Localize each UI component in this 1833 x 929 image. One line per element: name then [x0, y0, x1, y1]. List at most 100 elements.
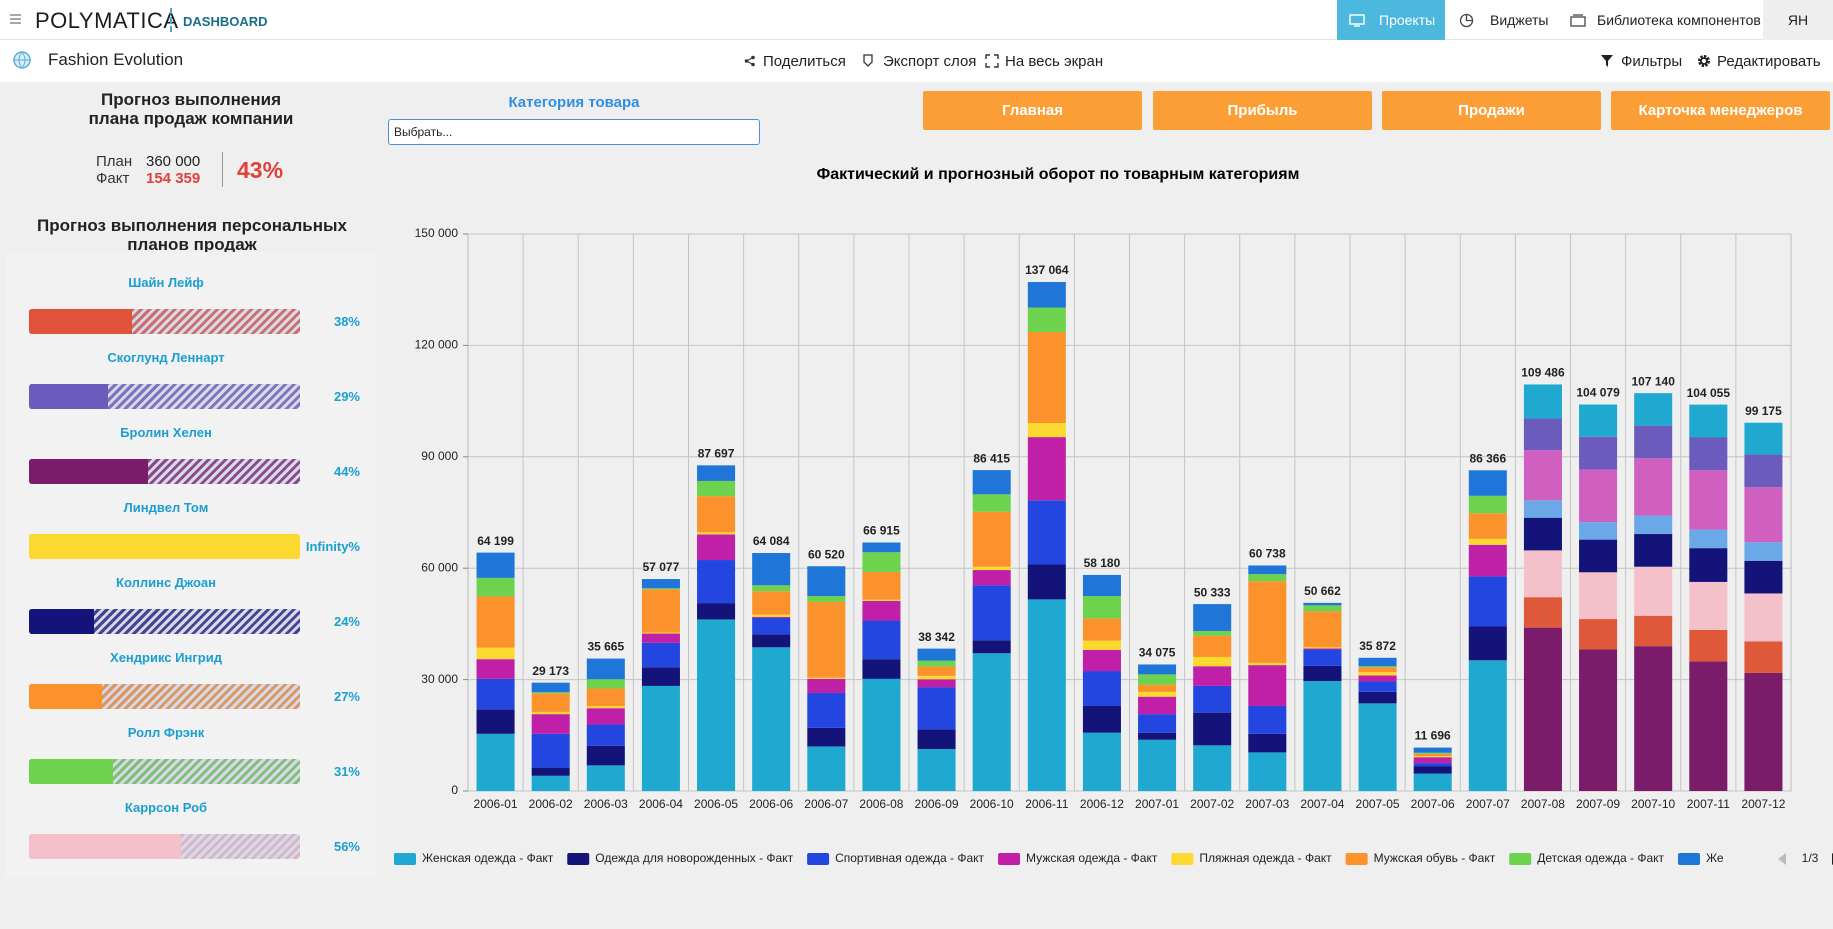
bar-segment	[1193, 712, 1232, 746]
tab[interactable]: Карточка менеджеров	[1611, 91, 1830, 130]
manager-percent: 56%	[333, 839, 360, 854]
progress-fill	[29, 609, 95, 634]
bar-segment	[1468, 538, 1507, 545]
bar-segment	[476, 647, 515, 660]
action[interactable]: Поделиться	[763, 53, 846, 70]
bar-segment	[697, 560, 736, 604]
managers-panel: Шайн Лейф 38% Скоглунд Леннарт 29% Бролин Хе…	[6, 252, 376, 878]
bar-segment	[1082, 649, 1121, 672]
progress-track	[29, 834, 300, 859]
x-tick-label: 2007-11	[1687, 797, 1730, 811]
filter-label: Категория товара	[508, 94, 640, 111]
nav-item[interactable]: Библиотека компонентов	[1597, 12, 1761, 28]
manager-percent: 31%	[333, 764, 360, 779]
action[interactable]: Экспорт слоя	[883, 53, 977, 70]
x-tick-label: 2007-09	[1576, 797, 1620, 811]
bar-segment	[1744, 542, 1783, 561]
divider	[170, 8, 172, 32]
bar-segment	[972, 640, 1011, 654]
nav-item[interactable]: Виджеты	[1490, 12, 1549, 28]
bar-segment	[1358, 672, 1397, 676]
tab[interactable]: Продажи	[1382, 91, 1601, 130]
bar-segment	[1523, 500, 1562, 518]
bar-segment	[1579, 522, 1618, 540]
bar-segment	[1138, 684, 1177, 692]
legend-label: Пляжная одежда - Факт	[1199, 851, 1332, 865]
chart-title: Фактический и прогнозный оборот по товар…	[817, 166, 1300, 183]
tool[interactable]: Редактировать	[1717, 53, 1821, 70]
action[interactable]: На весь экран	[1005, 53, 1104, 70]
y-tick-label: 60 000	[421, 560, 458, 574]
progress-track	[29, 459, 300, 484]
bar-segment	[1634, 425, 1673, 459]
bar-segment	[1082, 574, 1121, 597]
bar-segment	[807, 692, 846, 728]
x-tick-label: 2007-03	[1245, 797, 1289, 811]
filter-input[interactable]: Выбрать...	[388, 119, 760, 145]
x-tick-label: 2006-09	[915, 797, 959, 811]
bar-segment	[697, 532, 736, 535]
bar-segment	[1193, 656, 1232, 667]
bar-segment	[1579, 619, 1618, 650]
x-tick-label: 2006-03	[584, 797, 628, 811]
bar-segment	[1468, 576, 1507, 627]
bar-segment	[531, 682, 570, 693]
top-bar: POLYMATICA DASHBOARD Проекты Виджеты Биб…	[0, 0, 1833, 40]
x-tick-label: 2007-07	[1466, 797, 1510, 811]
manager-percent: 24%	[333, 614, 360, 629]
nav-item[interactable]: Проекты	[1379, 12, 1436, 28]
bar-segment	[1138, 674, 1177, 685]
bar-segment	[476, 552, 515, 578]
bar-segment	[586, 765, 625, 791]
legend-prev[interactable]	[1778, 853, 1786, 865]
menu-icon[interactable]	[10, 13, 22, 25]
bar-segment	[586, 679, 625, 689]
y-tick-label: 90 000	[421, 449, 458, 463]
progress-track	[29, 309, 300, 334]
bar-segment	[1138, 714, 1177, 733]
manager-name: Ролл Фрэнк	[127, 725, 205, 740]
bar-segment	[476, 678, 515, 710]
bar-segment	[1689, 404, 1728, 438]
bar-segment	[531, 711, 570, 715]
bar-segment	[476, 659, 515, 679]
manager-percent: 27%	[333, 689, 360, 704]
bar-segment	[531, 693, 570, 712]
bar-segment	[641, 642, 680, 668]
bar-segment	[1358, 667, 1397, 673]
bar-segment	[697, 465, 736, 481]
manager-name: Коллинс Джоан	[116, 575, 216, 590]
tool[interactable]: Фильтры	[1621, 53, 1683, 70]
bar-segment	[972, 511, 1011, 567]
total-label: 86 415	[973, 451, 1010, 465]
bar-segment	[1579, 649, 1618, 791]
total-label: 34 075	[1139, 646, 1176, 660]
bar-segment	[531, 767, 570, 776]
bar-segment	[752, 614, 791, 617]
x-tick-label: 2007-01	[1135, 797, 1179, 811]
progress-fill	[29, 459, 149, 484]
bar-segment	[1634, 393, 1673, 426]
bar-segment	[1523, 418, 1562, 451]
bar-segment	[1413, 766, 1452, 774]
bar-segment	[1523, 517, 1562, 551]
total-label: 11 696	[1415, 729, 1451, 743]
legend-swatch	[1345, 853, 1368, 865]
y-tick-label: 30 000	[421, 672, 458, 686]
total-label: 38 342	[918, 630, 955, 644]
bar-segment	[1579, 469, 1618, 523]
bar-segment	[531, 714, 570, 734]
total-label: 137 064	[1025, 263, 1069, 277]
bar-segment	[641, 685, 680, 791]
user-avatar[interactable]: ЯН	[1763, 0, 1833, 40]
x-tick-label: 2006-08	[859, 797, 903, 811]
x-tick-label: 2006-12	[1080, 797, 1124, 811]
tab[interactable]: Главная	[923, 91, 1142, 130]
kpi-fact: 154 359	[146, 170, 201, 187]
manager-name: Хендрикс Ингрид	[110, 650, 222, 665]
total-label: 99 175	[1745, 404, 1782, 418]
bar-segment	[1579, 572, 1618, 620]
total-label: 86 366	[1469, 451, 1506, 465]
tab[interactable]: Прибыль	[1153, 91, 1372, 130]
